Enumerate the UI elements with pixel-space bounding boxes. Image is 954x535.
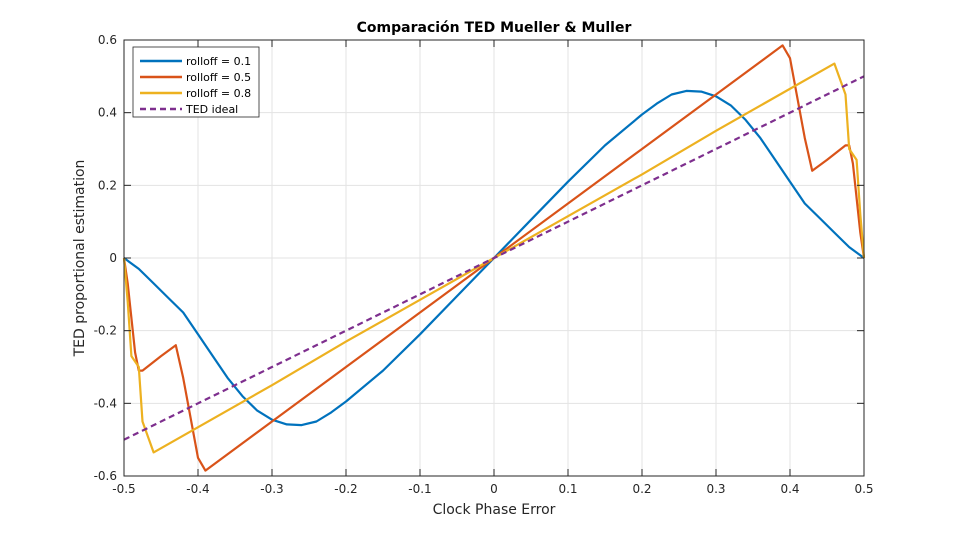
- y-tick-label: -0.6: [94, 469, 117, 483]
- x-tick-label: -0.1: [408, 482, 431, 496]
- series-line-4: [123, 75, 865, 441]
- tick-marks: [123, 39, 865, 477]
- y-tick-label: 0.6: [98, 33, 117, 47]
- x-tick-label: 0.2: [632, 482, 651, 496]
- series-layer: [122, 44, 866, 472]
- x-tick-label: -0.5: [112, 482, 135, 496]
- chart-title: Comparación TED Mueller & Muller: [357, 20, 632, 36]
- x-tick-label: 0.4: [780, 482, 799, 496]
- x-tick-label: 0.3: [706, 482, 725, 496]
- y-tick-labels: -0.6 -0.4 -0.2 0 0.2 0.4 0.6: [94, 33, 117, 483]
- y-tick-label: -0.4: [94, 396, 117, 410]
- y-axis-label: TED proportional estimation: [72, 160, 88, 358]
- x-tick-label: 0.5: [854, 482, 873, 496]
- x-axis-label: Clock Phase Error: [433, 502, 556, 518]
- legend-entry: rolloff = 0.5: [186, 71, 251, 84]
- legend-entry: TED ideal: [185, 103, 238, 116]
- y-tick-label: -0.2: [94, 324, 117, 338]
- x-tick-label: -0.4: [186, 482, 209, 496]
- y-tick-label: 0.2: [98, 178, 117, 192]
- x-tick-label: -0.3: [260, 482, 283, 496]
- y-tick-label: 0: [109, 251, 117, 265]
- legend-box: [132, 46, 260, 118]
- x-tick-label: 0.1: [558, 482, 577, 496]
- x-tick-label: 0: [490, 482, 498, 496]
- legend-entry: rolloff = 0.1: [186, 55, 251, 68]
- y-tick-label: 0.4: [98, 106, 117, 120]
- legend: rolloff = 0.1 rolloff = 0.5 rolloff = 0.8 T…: [132, 46, 260, 118]
- legend-entry: rolloff = 0.8: [186, 87, 251, 100]
- x-tick-label: -0.2: [334, 482, 357, 496]
- x-tick-labels: -0.5 -0.4 -0.3 -0.2 -0.1 0 0.1 0.2 0.3 0.4 0.5: [112, 482, 873, 496]
